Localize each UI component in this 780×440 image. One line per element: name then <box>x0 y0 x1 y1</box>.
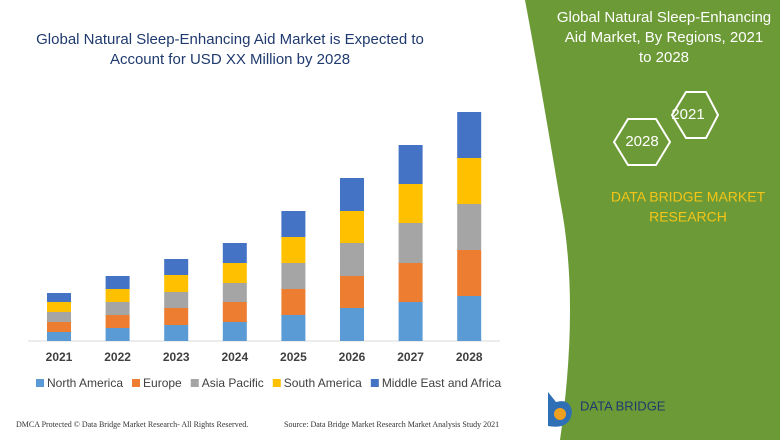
x-tick-label: 2028 <box>456 350 483 364</box>
bar-segment <box>281 211 306 237</box>
bar-segment <box>457 296 482 341</box>
bar-segment <box>222 302 247 322</box>
bar-segment <box>457 158 482 204</box>
logo-icon-dot <box>554 408 566 420</box>
side-title: Global Natural Sleep-Enhancing <box>557 9 771 26</box>
brand: RESEARCH <box>649 209 727 225</box>
legend-label: Europe <box>143 376 182 390</box>
badge: 2021 <box>671 106 704 123</box>
side-title: to 2028 <box>639 49 689 66</box>
side-title: Aid Market, By Regions, 2021 <box>565 29 763 46</box>
bar-segment <box>47 312 71 322</box>
bar-segment <box>398 184 423 223</box>
bar-segment <box>281 289 306 315</box>
bar-segment <box>105 328 130 341</box>
bar-segment <box>457 112 482 158</box>
hexagon <box>612 118 672 166</box>
bar-segment <box>105 315 130 328</box>
x-tick-label: 2026 <box>339 350 366 364</box>
bar-segment <box>340 211 364 243</box>
footer-source: Source: Data Bridge Market Research Mark… <box>284 420 499 429</box>
side-panel: 2021 2028 <box>612 91 720 166</box>
bar-segment <box>398 223 423 263</box>
chart-title-line1: Global Natural Sleep-Enhancing Aid Marke… <box>36 31 424 48</box>
bar-segment <box>457 204 482 250</box>
bar-segment <box>222 322 247 341</box>
bar-segment <box>281 263 306 289</box>
bar-segment <box>164 308 189 325</box>
bar-segment <box>222 243 247 263</box>
legend-label: South America <box>284 376 362 390</box>
bar-segment <box>47 322 71 332</box>
bar-segment <box>164 292 189 308</box>
bar-segment <box>281 237 306 263</box>
x-tick-label: 2024 <box>221 350 248 364</box>
brand: DATA BRIDGE MARKET <box>611 189 766 205</box>
bar-segment <box>105 289 130 302</box>
bar-segment <box>222 283 247 302</box>
legend-swatch <box>272 379 281 387</box>
legend-label: Middle East and Africa <box>382 376 502 390</box>
bar-segment <box>47 332 71 341</box>
logo-text: DATA BRIDGE <box>580 398 666 413</box>
bar-segment <box>222 263 247 283</box>
bar-segment <box>47 302 71 312</box>
bar-segment <box>398 302 423 341</box>
badge: 2028 <box>625 133 658 150</box>
hexagon <box>670 91 720 139</box>
bar-segment <box>164 325 189 341</box>
bar-segment <box>340 243 364 276</box>
footer-dmca: DMCA Protected © Data Bridge Market Rese… <box>16 420 248 429</box>
bar-segment <box>164 259 189 275</box>
legend-swatch <box>370 379 379 387</box>
legend-swatch <box>190 379 199 387</box>
legend-swatch <box>36 379 44 387</box>
bar-segment <box>164 275 189 292</box>
x-tick-label: 2022 <box>104 350 131 364</box>
bar-segment <box>398 263 423 302</box>
chart-title-line2: Account for USD XX Million by 2028 <box>110 51 350 68</box>
legend-label: North America <box>47 376 123 390</box>
x-tick-label: 2021 <box>46 350 73 364</box>
bar-segment <box>457 250 482 296</box>
bar-segment <box>47 293 71 302</box>
bar-segment <box>340 308 364 341</box>
x-tick-label: 2027 <box>397 350 424 364</box>
bar-segment <box>105 302 130 315</box>
legend-label: Asia Pacific <box>202 376 264 390</box>
bar-segment <box>398 145 423 184</box>
x-tick-label: 2023 <box>163 350 190 364</box>
bar-segment <box>105 276 130 289</box>
bar-segment <box>340 276 364 308</box>
bar-segment <box>281 315 306 341</box>
bar-segment <box>340 178 364 211</box>
legend-swatch <box>132 379 141 387</box>
x-tick-label: 2025 <box>280 350 307 364</box>
